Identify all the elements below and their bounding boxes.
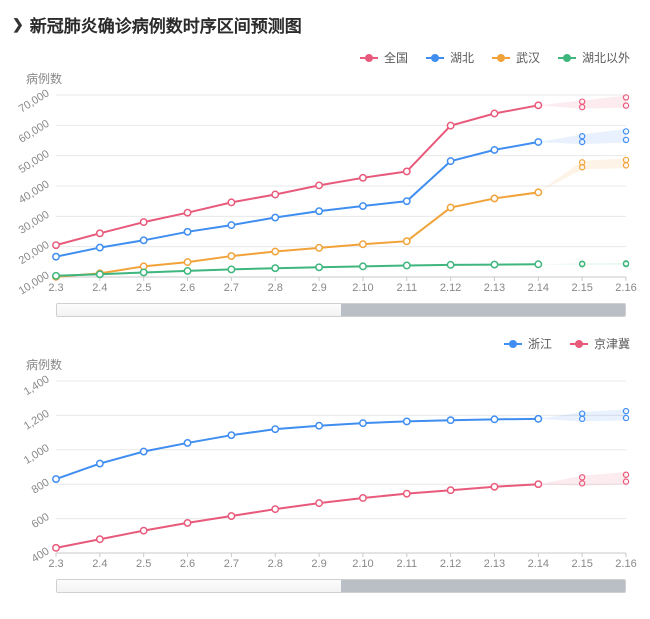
svg-text:2.14: 2.14 [528,558,549,570]
chart1-zoom-slider[interactable] [56,303,626,317]
legend-label: 全国 [384,49,408,66]
legend-label: 武汉 [516,49,540,66]
legend-swatch [504,340,522,348]
svg-text:800: 800 [30,477,52,497]
svg-text:2.8: 2.8 [268,558,283,570]
legend-label: 湖北以外 [582,49,630,66]
zoom-right [341,304,625,316]
legend-label: 京津冀 [594,335,630,352]
chart2-svg: 4006008001,0001,2001,4002.32.42.52.62.72… [12,375,638,575]
legend-swatch [492,54,510,62]
chart2: 4006008001,0001,2001,4002.32.42.52.62.72… [12,375,638,575]
title-row: ❯ 新冠肺炎确诊病例数时序区间预测图 [12,12,638,37]
svg-text:2.11: 2.11 [396,558,417,570]
legend-label: 浙江 [528,335,552,352]
legend-swatch [426,54,444,62]
svg-text:50,000: 50,000 [17,148,52,176]
svg-text:30,000: 30,000 [17,209,52,237]
svg-text:2.4: 2.4 [92,282,107,294]
svg-text:2.5: 2.5 [136,558,151,570]
chart1-legend: 全国 湖北 武汉 湖北以外 [12,45,638,70]
legend-swatch [360,54,378,62]
legend-item-jjj[interactable]: 京津冀 [570,335,630,352]
svg-text:2.8: 2.8 [268,282,283,294]
legend-swatch [570,340,588,348]
svg-text:2.13: 2.13 [484,282,505,294]
legend-label: 湖北 [450,49,474,66]
svg-text:2.9: 2.9 [311,558,326,570]
svg-text:2.16: 2.16 [615,282,636,294]
chart1-svg: 10,00020,00030,000 40,00050,00060,000 70,0… [12,89,638,299]
legend-item-outside[interactable]: 湖北以外 [558,49,630,66]
svg-text:2.15: 2.15 [571,282,592,294]
svg-text:70,000: 70,000 [17,89,52,115]
svg-text:2.6: 2.6 [180,558,195,570]
legend-item-national[interactable]: 全国 [360,49,408,66]
svg-text:60,000: 60,000 [17,118,52,146]
chart1: 10,00020,00030,000 40,00050,00060,000 70,0… [12,89,638,299]
legend-item-hubei[interactable]: 湖北 [426,49,474,66]
svg-text:2.10: 2.10 [352,558,373,570]
svg-text:2.12: 2.12 [440,282,461,294]
chart2-legend: 浙江 京津冀 [12,331,638,356]
svg-text:2.5: 2.5 [136,282,151,294]
svg-text:20,000: 20,000 [17,239,52,267]
svg-text:2.3: 2.3 [48,558,63,570]
legend-swatch [558,54,576,62]
chevron-right-icon: ❯ [12,16,24,33]
legend-item-zj[interactable]: 浙江 [504,335,552,352]
svg-text:2.7: 2.7 [224,558,239,570]
svg-text:600: 600 [30,511,52,531]
svg-text:2.10: 2.10 [352,282,373,294]
svg-text:1,200: 1,200 [22,408,52,433]
svg-text:2.9: 2.9 [311,282,326,294]
zoom-right [341,580,625,592]
svg-text:1,000: 1,000 [22,442,52,467]
svg-text:2.11: 2.11 [396,282,417,294]
zoom-left [57,304,341,316]
svg-text:1,400: 1,400 [22,375,52,398]
svg-text:2.7: 2.7 [224,282,239,294]
page-title: 新冠肺炎确诊病例数时序区间预测图 [30,12,302,37]
svg-text:2.6: 2.6 [180,282,195,294]
svg-text:40,000: 40,000 [17,178,52,206]
svg-text:2.15: 2.15 [571,558,592,570]
svg-text:2.13: 2.13 [484,558,505,570]
chart2-ylabel: 病例数 [12,356,638,373]
svg-text:2.12: 2.12 [440,558,461,570]
svg-text:2.4: 2.4 [92,558,107,570]
legend-item-wuhan[interactable]: 武汉 [492,49,540,66]
svg-text:10,000: 10,000 [17,269,52,297]
svg-text:2.14: 2.14 [528,282,549,294]
zoom-left [57,580,341,592]
svg-text:2.16: 2.16 [615,558,636,570]
chart2-zoom-slider[interactable] [56,579,626,593]
svg-text:2.3: 2.3 [48,282,63,294]
chart1-ylabel: 病例数 [12,70,638,87]
